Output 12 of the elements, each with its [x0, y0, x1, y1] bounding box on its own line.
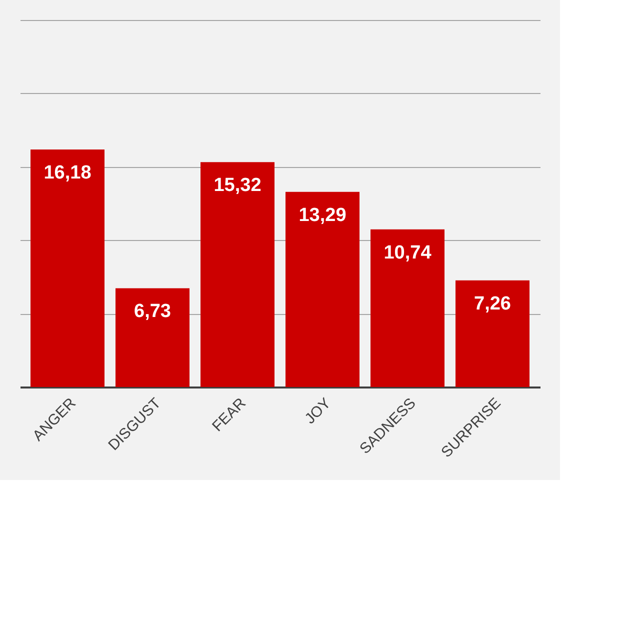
- data-label: 13,29: [298, 204, 346, 226]
- bar: [456, 280, 530, 387]
- bar: [30, 149, 104, 387]
- data-label: 6,73: [134, 301, 171, 322]
- data-label: 7,26: [474, 293, 511, 314]
- data-label: 16,18: [44, 162, 92, 184]
- bar: [116, 288, 190, 387]
- data-label: 10,74: [384, 242, 432, 264]
- bar: [286, 192, 360, 387]
- data-label: 15,32: [214, 175, 262, 196]
- bar: [370, 229, 444, 387]
- bar: [200, 162, 274, 387]
